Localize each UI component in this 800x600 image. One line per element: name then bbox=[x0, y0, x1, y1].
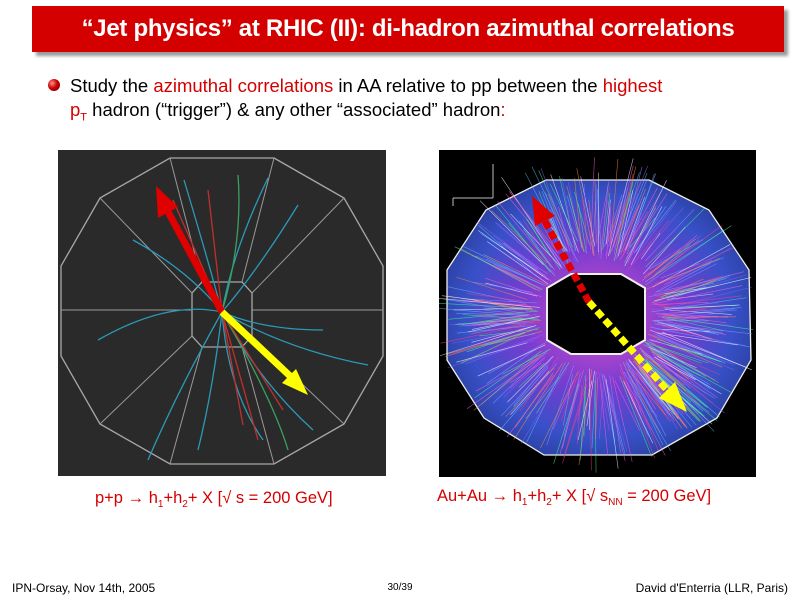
bullet-text: Study the azimuthal correlations in AA r… bbox=[70, 74, 790, 130]
axis-glyph bbox=[452, 164, 494, 206]
pp-event-display bbox=[58, 150, 386, 476]
caption-text: h bbox=[148, 489, 158, 507]
charged-tracks bbox=[97, 174, 369, 461]
highlight-pt: p bbox=[70, 99, 81, 120]
highlight-azimuthal-correlations: azimuthal correlations bbox=[153, 75, 334, 96]
caption-text: h bbox=[512, 487, 522, 505]
auau-trigger-arrow bbox=[532, 196, 593, 304]
associated-arrow bbox=[219, 309, 308, 395]
bullet-text-part: in AA relative to pp between the bbox=[333, 75, 603, 96]
bullet-text-part: Study the bbox=[70, 75, 154, 96]
caption-sub: 2 bbox=[546, 497, 552, 508]
caption-text: + X [√ s = 200 GeV] bbox=[187, 489, 333, 507]
caption-text: + X [√ s bbox=[551, 487, 609, 505]
highlight-highest: highest bbox=[602, 75, 663, 96]
caption-sub: 1 bbox=[521, 497, 528, 508]
bullet-colon: : bbox=[500, 99, 506, 120]
caption-sub: NN bbox=[608, 497, 623, 508]
highlight-pt-sub: T bbox=[80, 111, 88, 124]
arrow-icon: → bbox=[127, 489, 145, 507]
pp-caption: p+p → h1+h2+ X [√ s = 200 GeV] bbox=[95, 489, 333, 510]
footer-right: David d'Enterria (LLR, Paris) bbox=[635, 581, 788, 595]
caption-text: Au+Au bbox=[437, 487, 487, 505]
arrow-icon: → bbox=[491, 487, 509, 505]
auau-event-svg bbox=[437, 157, 754, 473]
caption-text: +h bbox=[163, 489, 183, 507]
auau-caption: Au+Au → h1+h2+ X [√ sNN = 200 GeV] bbox=[437, 487, 711, 508]
caption-sub: 1 bbox=[157, 499, 164, 510]
pp-event-svg bbox=[60, 157, 384, 465]
bullet-text-part: hadron (“trigger”) & any other “associat… bbox=[87, 99, 501, 120]
slide-number: 30/39 bbox=[387, 582, 413, 593]
caption-text: p+p bbox=[95, 489, 123, 507]
auau-event-display bbox=[437, 150, 756, 477]
title-bar: “Jet physics” at RHIC (II): di-hadron az… bbox=[32, 6, 784, 52]
bullet-icon bbox=[48, 79, 60, 91]
caption-sub: 2 bbox=[182, 499, 188, 510]
auau-associated-arrow bbox=[586, 299, 687, 412]
caption-text: +h bbox=[527, 487, 547, 505]
slide-title: “Jet physics” at RHIC (II): di-hadron az… bbox=[81, 15, 735, 42]
trigger-arrow bbox=[156, 186, 226, 314]
footer-left: IPN-Orsay, Nov 14th, 2005 bbox=[12, 581, 156, 595]
caption-text: = 200 GeV] bbox=[622, 487, 712, 505]
